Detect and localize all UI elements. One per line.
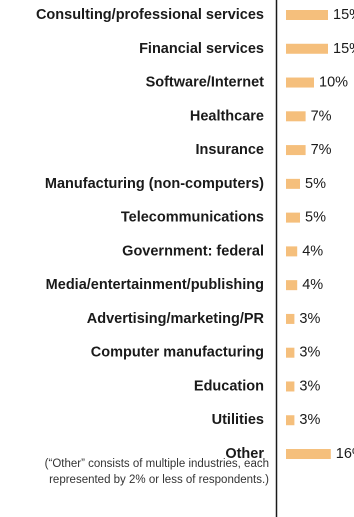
value-label: 16% xyxy=(336,446,354,462)
bar xyxy=(286,246,298,257)
bar xyxy=(286,313,295,324)
category-label: Government: federal xyxy=(122,243,264,259)
bars-group xyxy=(286,10,331,460)
category-label: Utilities xyxy=(212,412,264,428)
bar xyxy=(286,77,314,88)
category-label: Telecommunications xyxy=(121,210,264,226)
category-label: Manufacturing (non-computers) xyxy=(45,176,264,192)
category-label: Software/Internet xyxy=(146,75,265,91)
value-label: 3% xyxy=(299,345,320,361)
bar xyxy=(286,347,295,358)
bar xyxy=(286,43,328,54)
value-label: 3% xyxy=(299,378,320,394)
value-label: 10% xyxy=(319,75,348,91)
category-label: Media/entertainment/publishing xyxy=(46,277,264,293)
bar xyxy=(286,415,295,426)
category-label: Healthcare xyxy=(190,108,264,124)
bar xyxy=(286,280,298,291)
bar xyxy=(286,381,295,392)
value-label: 7% xyxy=(311,142,332,158)
bar xyxy=(286,178,300,189)
category-label: Computer manufacturing xyxy=(91,345,264,361)
bar xyxy=(286,212,300,223)
value-label: 4% xyxy=(302,277,323,293)
category-label: Advertising/marketing/PR xyxy=(87,311,265,327)
chart-footnote: (“Other” consists of multiple industries… xyxy=(44,458,269,486)
value-label: 3% xyxy=(299,412,320,428)
category-label: Other xyxy=(225,446,264,462)
category-label: Insurance xyxy=(196,142,265,158)
value-labels-group: 15% 15% 10% 7% 7% 5% 5% 4% 4% 3% 3% 3% 3% 16% xyxy=(299,7,354,462)
bar xyxy=(286,145,306,156)
value-label: 5% xyxy=(305,210,326,226)
category-labels-group: Consulting/professional services Financia… xyxy=(36,7,265,462)
value-label: 4% xyxy=(302,243,323,259)
bar xyxy=(286,10,328,20)
category-label: Education xyxy=(194,378,264,394)
value-label: 3% xyxy=(299,311,320,327)
bar xyxy=(286,111,306,122)
value-label: 5% xyxy=(305,176,326,192)
value-label: 7% xyxy=(311,108,332,124)
category-label: Consulting/professional services xyxy=(36,7,264,23)
value-label: 15% xyxy=(333,41,354,57)
category-label: Financial services xyxy=(139,41,264,57)
bar xyxy=(286,449,331,460)
value-label: 15% xyxy=(333,7,354,23)
